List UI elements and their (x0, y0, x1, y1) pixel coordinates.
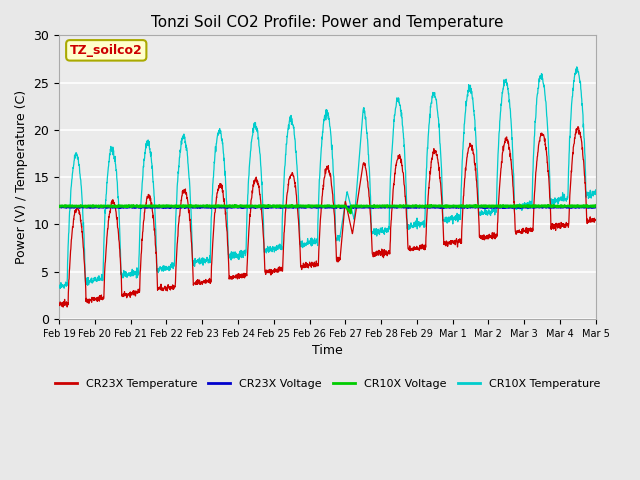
Y-axis label: Power (V) / Temperature (C): Power (V) / Temperature (C) (15, 90, 28, 264)
Title: Tonzi Soil CO2 Profile: Power and Temperature: Tonzi Soil CO2 Profile: Power and Temper… (151, 15, 504, 30)
Text: TZ_soilco2: TZ_soilco2 (70, 44, 143, 57)
Legend: CR23X Temperature, CR23X Voltage, CR10X Voltage, CR10X Temperature: CR23X Temperature, CR23X Voltage, CR10X … (50, 374, 605, 393)
X-axis label: Time: Time (312, 344, 343, 357)
